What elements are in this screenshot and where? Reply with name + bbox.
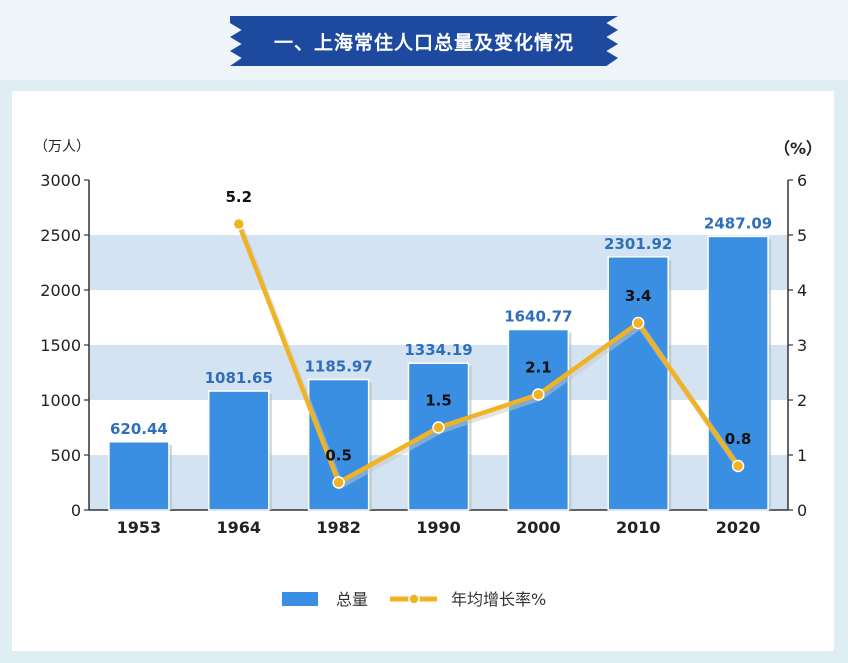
bars [108, 235, 772, 511]
growth-point [631, 316, 645, 330]
y-tick-label: 1500 [40, 336, 81, 355]
y2-tick-label: 0 [797, 501, 807, 520]
x-tick-label: 2010 [616, 518, 661, 537]
x-tick-label: 1953 [117, 518, 162, 537]
legend-bar-swatch [282, 592, 318, 606]
bar [208, 390, 270, 511]
y-tick-label: 500 [50, 446, 81, 465]
legend: 总量 年均增长率% [282, 590, 546, 609]
bar-value-label: 1334.19 [404, 341, 472, 359]
y2-tick-label: 1 [797, 446, 807, 465]
x-tick-label: 2000 [516, 518, 561, 537]
background-band [89, 235, 788, 290]
growth-value-label: 2.1 [525, 359, 552, 377]
x-tick-label: 2020 [716, 518, 761, 537]
legend-bar-label: 总量 [336, 590, 368, 609]
growth-value-label: 0.5 [325, 447, 352, 465]
growth-value-label: 3.4 [625, 287, 652, 305]
bar-value-label: 620.44 [110, 420, 168, 438]
y2-tick-label: 5 [797, 226, 807, 245]
legend-line-marker [408, 593, 420, 605]
y-tick-label: 3000 [40, 171, 81, 190]
growth-value-label: 5.2 [225, 188, 252, 206]
growth-line [232, 217, 745, 490]
x-tick-label: 1982 [316, 518, 361, 537]
legend-line-label: 年均增长率% [451, 590, 546, 609]
growth-point [532, 388, 545, 401]
growth-point [731, 459, 745, 473]
y-tick-label: 2000 [40, 281, 81, 300]
page-title: 一、上海常住人口总量及变化情况 [273, 31, 574, 54]
line-labels: 5.2 0.5 1.5 2.1 3.4 0.8 [225, 188, 751, 465]
growth-point [232, 217, 246, 231]
y2-tick-label: 6 [797, 171, 807, 190]
y-tick-label: 0 [71, 501, 81, 520]
bar-value-label: 1640.77 [504, 308, 572, 326]
growth-value-label: 1.5 [425, 392, 452, 410]
bar-value-label: 1185.97 [304, 358, 372, 376]
bar [507, 328, 570, 511]
y2-tick-label: 4 [797, 281, 807, 300]
y2-tick-label: 2 [797, 391, 807, 410]
page-title-banner: 一、上海常住人口总量及变化情况 [230, 16, 618, 66]
growth-point [432, 421, 445, 434]
right-axis-unit: （%） [774, 139, 822, 158]
y-tick-label: 1000 [40, 391, 81, 410]
growth-point [332, 476, 345, 489]
bar-value-label: 1081.65 [205, 369, 273, 387]
bar [307, 378, 370, 511]
y-tick-label: 2500 [40, 226, 81, 245]
bar-labels: 620.44 1081.65 1185.97 1334.19 1640.77 2301.9… [110, 214, 772, 437]
growth-line-path [236, 223, 740, 485]
bar-value-label: 2487.09 [704, 214, 772, 232]
bar [108, 441, 170, 511]
left-axis-unit: （万人） [34, 139, 90, 155]
bar-value-label: 2301.92 [604, 235, 672, 253]
ticks: 0 500 1000 1500 2000 2500 3000 0 1 2 3 4 5 6 1953 1964 1… [40, 171, 807, 537]
x-tick-label: 1990 [416, 518, 461, 537]
y2-tick-label: 3 [797, 336, 807, 355]
x-tick-label: 1964 [217, 518, 262, 537]
growth-value-label: 0.8 [725, 430, 752, 448]
bar [607, 256, 669, 511]
